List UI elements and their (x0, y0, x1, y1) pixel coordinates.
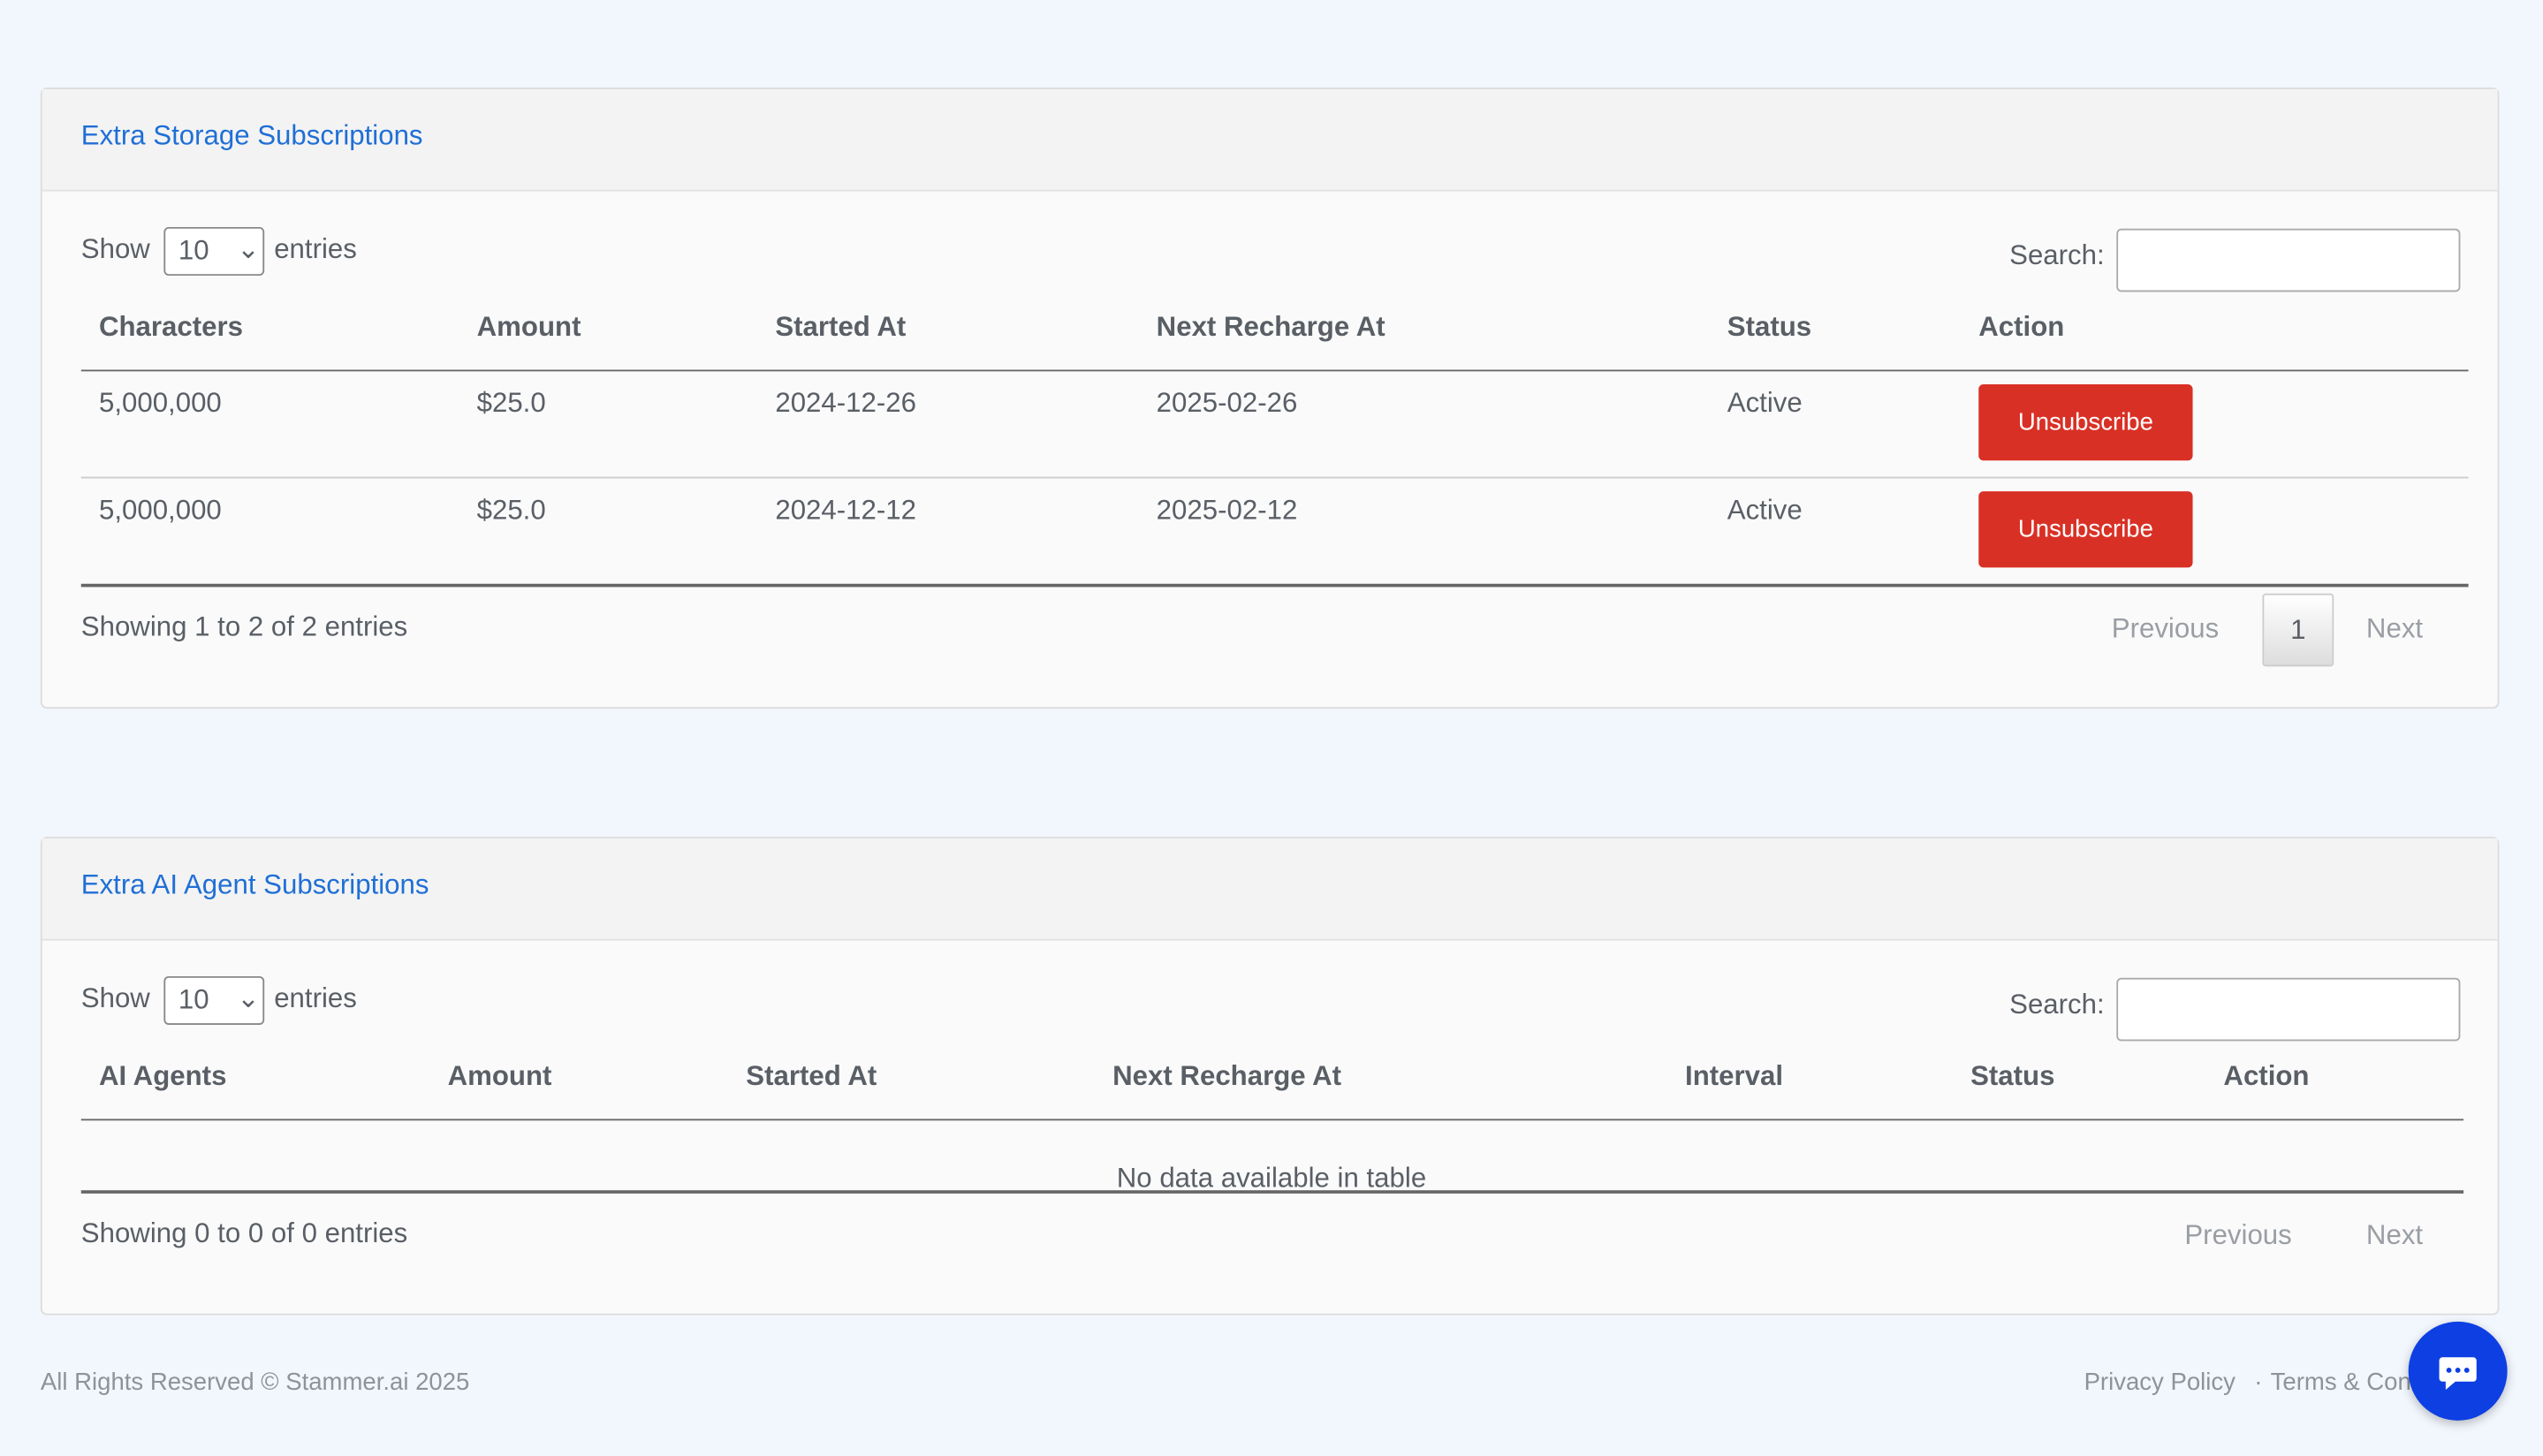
panel-title: Extra Storage Subscriptions (80, 119, 423, 151)
entries-label: entries (274, 982, 357, 1014)
column-header: Status (1727, 311, 1812, 343)
search-label: Search: (2009, 239, 2105, 271)
search-label: Search: (2009, 989, 2105, 1020)
column-header: Started At (775, 311, 907, 343)
column-header: AI Agents (98, 1060, 227, 1092)
panel-title: Extra AI Agent Subscriptions (80, 868, 429, 900)
page-size-value: 10 (178, 235, 209, 267)
column-header: Status (1970, 1060, 2055, 1092)
column-header: Next Recharge At (1112, 1060, 1342, 1092)
cell: $25.0 (476, 387, 546, 419)
column-header: Interval (1685, 1060, 1784, 1092)
unsubscribe-button[interactable]: Unsubscribe (1978, 384, 2193, 461)
cell: 5,000,000 (98, 494, 222, 526)
show-label: Show (80, 233, 150, 265)
separator: · (2254, 1369, 2263, 1397)
column-header: Amount (447, 1060, 552, 1092)
chevron: ⌄ (236, 233, 261, 265)
panel-header (42, 88, 2498, 192)
chat-button[interactable] (2408, 1321, 2508, 1421)
show-label: Show (80, 982, 150, 1014)
column-header: Action (2223, 1060, 2310, 1092)
cell: 2025-02-26 (1156, 387, 1298, 419)
empty-message: No data available in table (1116, 1163, 1427, 1194)
column-header: Amount (476, 311, 581, 343)
privacy-link[interactable]: Privacy Policy (2084, 1369, 2236, 1397)
page-size-select[interactable]: 10 ⌄ (163, 975, 265, 1026)
cell: 2025-02-12 (1156, 494, 1298, 526)
column-header: Characters (98, 311, 244, 343)
unsubscribe-button[interactable]: Unsubscribe (1978, 491, 2193, 568)
copyright: All Rights Reserved © Stammer.ai 2025 (40, 1369, 470, 1397)
table-rule (80, 369, 2469, 372)
entries-label: entries (274, 233, 357, 265)
panel: Extra AI Agent Subscriptions Show 10 ⌄ entri… (40, 837, 2500, 1316)
search-input[interactable] (2116, 977, 2461, 1042)
next-button[interactable]: Next (2365, 612, 2424, 644)
panel: Extra Storage Subscriptions Show 10 ⌄ entrie… (40, 87, 2500, 709)
cell: 2024-12-12 (775, 494, 916, 526)
table-info: Showing 0 to 0 of 0 entries (80, 1217, 408, 1249)
column-header: Action (1978, 311, 2065, 343)
cell: 2024-12-26 (775, 387, 916, 419)
page-size-select[interactable]: 10 ⌄ (163, 226, 265, 277)
cell: Active (1727, 387, 1803, 419)
chat-icon (2439, 1357, 2477, 1390)
page-size-value: 10 (178, 984, 209, 1015)
table-rule (80, 583, 2469, 588)
previous-button[interactable]: Previous (2184, 1219, 2292, 1251)
column-header: Started At (746, 1060, 877, 1092)
cell: Active (1727, 494, 1803, 526)
next-button[interactable]: Next (2365, 1219, 2424, 1251)
page-button[interactable]: 1 (2262, 593, 2334, 667)
cell: $25.0 (476, 494, 546, 526)
column-header: Next Recharge At (1156, 311, 1385, 343)
table-rule (80, 1190, 2464, 1194)
table-info: Showing 1 to 2 of 2 entries (80, 610, 408, 642)
search-input[interactable] (2116, 228, 2461, 292)
cell: 5,000,000 (98, 387, 222, 419)
row-rule (80, 476, 2469, 479)
panel-header (42, 838, 2498, 941)
table-rule (80, 1119, 2464, 1121)
previous-button[interactable]: Previous (2111, 612, 2220, 644)
chevron: ⌄ (236, 982, 261, 1014)
